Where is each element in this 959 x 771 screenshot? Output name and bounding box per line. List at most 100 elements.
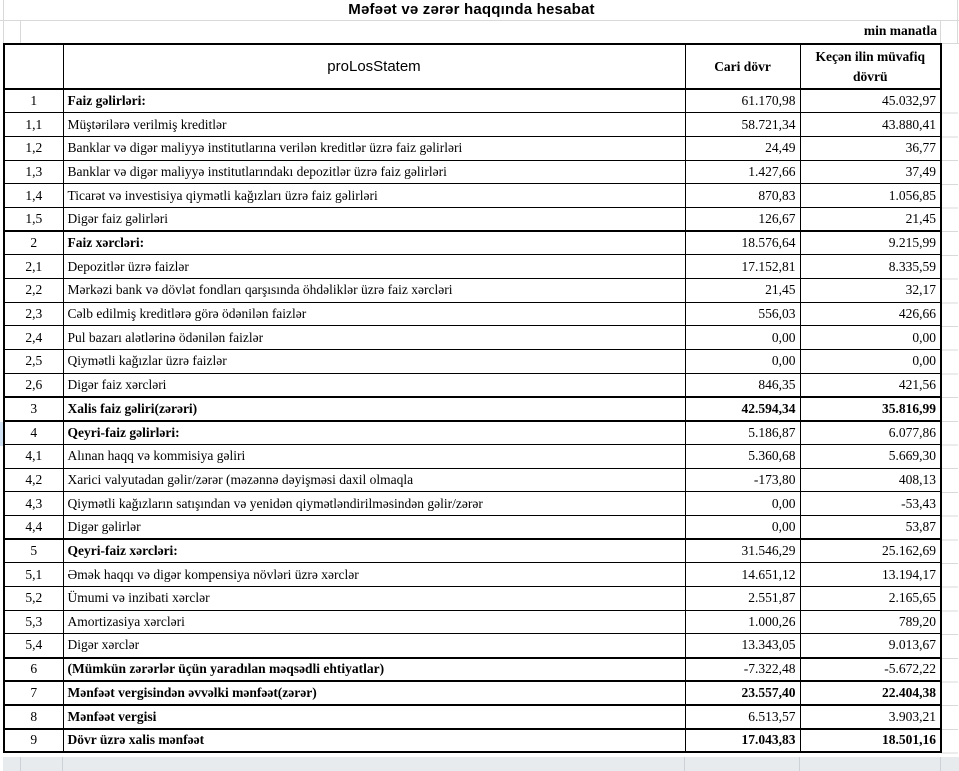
header-row-number-column — [3, 43, 64, 90]
table-row: 2,5 Qiymətli kağızlar üzrə faizlər 0,00 0,0… — [3, 349, 942, 374]
row-number-cell: 1 — [3, 88, 64, 114]
current-value-cell: 870,83 — [684, 183, 801, 208]
table-row: 1,4 Ticarət və investisiya qiymətli kağız… — [3, 183, 942, 208]
table-row: 2,3 Cəlb edilmiş kreditlərə görə ödənilən… — [3, 301, 942, 327]
row-number-cell: 9 — [3, 727, 64, 753]
current-value-cell: 5.360,68 — [684, 443, 801, 469]
previous-value-cell: 21,45 — [799, 206, 942, 232]
table-row: 5,4 Digər xərclər 13.343,05 9.013,67 — [3, 633, 942, 658]
previous-value-cell: 408,13 — [799, 467, 942, 493]
current-value-cell: 126,67 — [684, 206, 801, 232]
row-label-cell: Qiymətli kağızların satışından və yenidə… — [62, 491, 686, 516]
header-current-period: Cari dövr — [684, 43, 801, 90]
row-label-cell: Ticarət və investisiya qiymətli kağızlar… — [62, 183, 686, 208]
table-row: 3 Xalis faiz gəliri(zərəri) 42.594,34 35.81… — [3, 395, 942, 422]
gridline-horizontal — [0, 20, 959, 21]
row-number-cell: 1,1 — [3, 112, 64, 137]
table-row: 1,3 Banklar və digər maliyyə institutları… — [3, 159, 942, 185]
header-name-column: proLosStatem — [62, 43, 686, 90]
current-value-cell: -173,80 — [684, 467, 801, 493]
previous-value-cell: 6.077,86 — [799, 419, 942, 445]
row-label-cell: Cəlb edilmiş kreditlərə görə ödənilən fa… — [62, 301, 686, 327]
row-number-cell: 1,3 — [3, 159, 64, 185]
current-value-cell: 24,49 — [684, 135, 801, 161]
previous-value-cell: 3.903,21 — [799, 703, 942, 730]
row-label-cell: Əmək haqqı və digər kompensiya növləri ü… — [62, 562, 686, 587]
previous-value-cell: 421,56 — [799, 372, 942, 398]
row-label-cell: Dövr üzrə xalis mənfəət — [62, 727, 686, 753]
row-label-cell: Banklar və digər maliyyə institutlarında… — [62, 159, 686, 185]
row-label-cell: Digər gəlirlər — [62, 514, 686, 540]
row-number-cell: 8 — [3, 703, 64, 730]
row-number-cell: 4,1 — [3, 443, 64, 469]
current-value-cell: 58.721,34 — [684, 112, 801, 137]
previous-value-cell: 13.194,17 — [799, 562, 942, 587]
gridline-vertical — [684, 757, 685, 771]
row-label-cell: Xalis faiz gəliri(zərəri) — [62, 395, 686, 422]
table-row: 4,2 Xarici valyutadan gəlir/zərər (məzənn… — [3, 467, 942, 493]
table-row: 4,1 Alınan haqq və kommisiya gəliri 5.360,… — [3, 443, 942, 469]
row-number-cell: 5,4 — [3, 633, 64, 658]
gridline-horizontal — [940, 43, 959, 44]
table-row: 5 Qeyri-faiz xərcləri: 31.546,29 25.162,69 — [3, 538, 942, 564]
current-value-cell: 1.427,66 — [684, 159, 801, 185]
row-label-cell: (Mümkün zərərlər üçün yaradılan məqsədli… — [62, 656, 686, 682]
previous-value-cell: 8.335,59 — [799, 254, 942, 279]
current-value-cell: 5.186,87 — [684, 419, 801, 445]
current-value-cell: 14.651,12 — [684, 562, 801, 587]
gridline-vertical — [3, 0, 4, 43]
row-number-cell: 6 — [3, 656, 64, 682]
row-number-cell: 3 — [3, 395, 64, 422]
row-label-cell: Digər faiz gəlirləri — [62, 206, 686, 232]
gridline-vertical — [20, 20, 21, 43]
row-label-cell: Faiz gəlirləri: — [62, 88, 686, 114]
table-row: 2,4 Pul bazarı alətlərinə ödənilən faizlə… — [3, 325, 942, 351]
gridline-vertical — [940, 757, 941, 771]
previous-value-cell: 0,00 — [799, 349, 942, 374]
table-row: 1,5 Digər faiz gəlirləri 126,67 21,45 — [3, 206, 942, 232]
row-label-cell: Digər faiz xərcləri — [62, 372, 686, 398]
row-label-cell: Ümumi və inzibati xərclər — [62, 585, 686, 611]
previous-value-cell: 22.404,38 — [799, 680, 942, 706]
gridline-vertical — [20, 757, 21, 771]
gridline-vertical — [62, 757, 63, 771]
previous-value-cell: 32,17 — [799, 278, 942, 303]
previous-value-cell: 36,77 — [799, 135, 942, 161]
row-label-cell: Pul bazarı alətlərinə ödənilən faizlər — [62, 325, 686, 351]
row-label-cell: Qiymətli kağızlar üzrə faizlər — [62, 349, 686, 374]
right-margin-gridlines — [941, 90, 958, 754]
row-number-cell: 4,4 — [3, 514, 64, 540]
current-value-cell: 556,03 — [684, 301, 801, 327]
current-value-cell: 6.513,57 — [684, 703, 801, 730]
row-label-cell: Alınan haqq və kommisiya gəliri — [62, 443, 686, 469]
previous-value-cell: 1.056,85 — [799, 183, 942, 208]
row-label-cell: Mənfəət vergisindən əvvəlki mənfəət(zərə… — [62, 680, 686, 706]
row-number-cell: 1,5 — [3, 206, 64, 232]
row-label-cell: Mənfəət vergisi — [62, 703, 686, 730]
row-label-cell: Müştərilərə verilmiş kreditlər — [62, 112, 686, 137]
footer-strip — [3, 757, 959, 771]
previous-value-cell: 25.162,69 — [799, 538, 942, 564]
header-previous-period: Keçən ilin müvafiq dövrü — [799, 43, 942, 90]
row-label-cell: Qeyri-faiz gəlirləri: — [62, 419, 686, 445]
previous-value-cell: 9.013,67 — [799, 633, 942, 658]
current-value-cell: 31.546,29 — [684, 538, 801, 564]
row-number-cell: 2,1 — [3, 254, 64, 279]
current-value-cell: 1.000,26 — [684, 609, 801, 635]
current-value-cell: 17.152,81 — [684, 254, 801, 279]
current-value-cell: -7.322,48 — [684, 656, 801, 682]
row-label-cell: Digər xərclər — [62, 633, 686, 658]
current-value-cell: 23.557,40 — [684, 680, 801, 706]
row-number-cell: 2,6 — [3, 372, 64, 398]
previous-value-cell: 0,00 — [799, 325, 942, 351]
previous-value-cell: 43.880,41 — [799, 112, 942, 137]
row-selection-marker — [0, 422, 3, 446]
previous-value-cell: 5.669,30 — [799, 443, 942, 469]
row-number-cell: 4,2 — [3, 467, 64, 493]
previous-value-cell: 35.816,99 — [799, 395, 942, 422]
previous-value-cell: 53,87 — [799, 514, 942, 540]
row-number-cell: 1,2 — [3, 135, 64, 161]
table-row: 4,4 Digər gəlirlər 0,00 53,87 — [3, 514, 942, 540]
row-label-cell: Banklar və digər maliyyə institutlarına … — [62, 135, 686, 161]
current-value-cell: 21,45 — [684, 278, 801, 303]
